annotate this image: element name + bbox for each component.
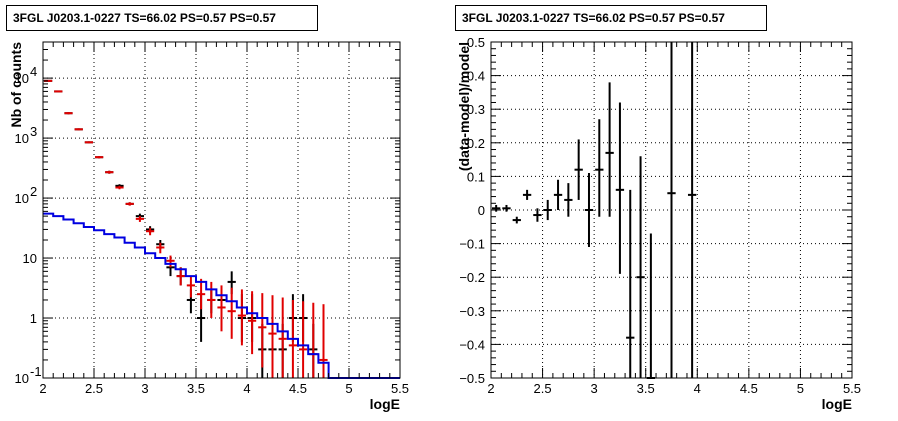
y-tick-label: −0.4	[459, 337, 485, 352]
x-tick-label: 3	[141, 381, 148, 396]
y-tick-exponent: 3	[30, 124, 37, 139]
y-tick-exponent: 4	[30, 64, 37, 79]
model-step-line	[43, 212, 400, 379]
y-tick-label: −0.5	[459, 371, 485, 386]
plot-1: 2 2.5 3 3.5 4 4.5 5 5.5 −0.5 −0.4 −0.3 −0.2 −0.1 0 0.1…	[456, 35, 861, 412]
x-tick-label: 4	[243, 381, 250, 396]
x-tick-label: 5.5	[843, 381, 861, 396]
x-tick-label: 2	[487, 381, 494, 396]
y-axis-title: Nb of counts	[8, 42, 24, 128]
y-tick-label: 0.5	[467, 35, 485, 50]
y-tick-label: −0.3	[459, 304, 485, 319]
x-tick-label: 5.5	[391, 381, 409, 396]
y-tick-label: 10	[15, 371, 29, 386]
y-axis-title: (data-model)/model	[456, 42, 472, 171]
y-tick-exponent: 2	[30, 184, 37, 199]
x-tick-label: 4.5	[289, 381, 307, 396]
y-tick-exponent: -1	[30, 364, 42, 379]
plot-frame	[42, 41, 401, 379]
x-tick-label: 2.5	[534, 381, 552, 396]
x-axis-title: logE	[822, 396, 852, 412]
y-tick-label: 10	[15, 131, 29, 146]
x-tick-label: 5	[345, 381, 352, 396]
y-tick-label: 1	[30, 311, 37, 326]
y-tick-label: 0.1	[467, 169, 485, 184]
y-tick-label: 10	[15, 71, 29, 86]
x-tick-label: 3.5	[637, 381, 655, 396]
x-tick-label: 3.5	[187, 381, 205, 396]
x-tick-label: 4	[694, 381, 701, 396]
y-tick-label: 0.2	[467, 136, 485, 151]
y-tick-label: −0.2	[459, 270, 485, 285]
y-tick-label: 10	[23, 251, 37, 266]
left-plot-title: 3FGL J0203.1-0227 TS=66.02 PS=0.57 PS=0.…	[6, 5, 318, 31]
right-plot-title: 3FGL J0203.1-0227 TS=66.02 PS=0.57 PS=0.…	[455, 5, 767, 31]
y-tick-label: 0	[478, 203, 485, 218]
x-tick-label: 3	[591, 381, 598, 396]
x-tick-label: 5	[797, 381, 804, 396]
y-tick-label: 0.3	[467, 102, 485, 117]
x-axis-title: logE	[370, 396, 400, 412]
y-tick-label: 0.4	[467, 69, 485, 84]
y-tick-label: 10	[15, 191, 29, 206]
y-tick-label: −0.1	[459, 237, 485, 252]
x-tick-label: 2	[39, 381, 46, 396]
x-tick-label: 4.5	[740, 381, 758, 396]
x-tick-label: 2.5	[85, 381, 103, 396]
